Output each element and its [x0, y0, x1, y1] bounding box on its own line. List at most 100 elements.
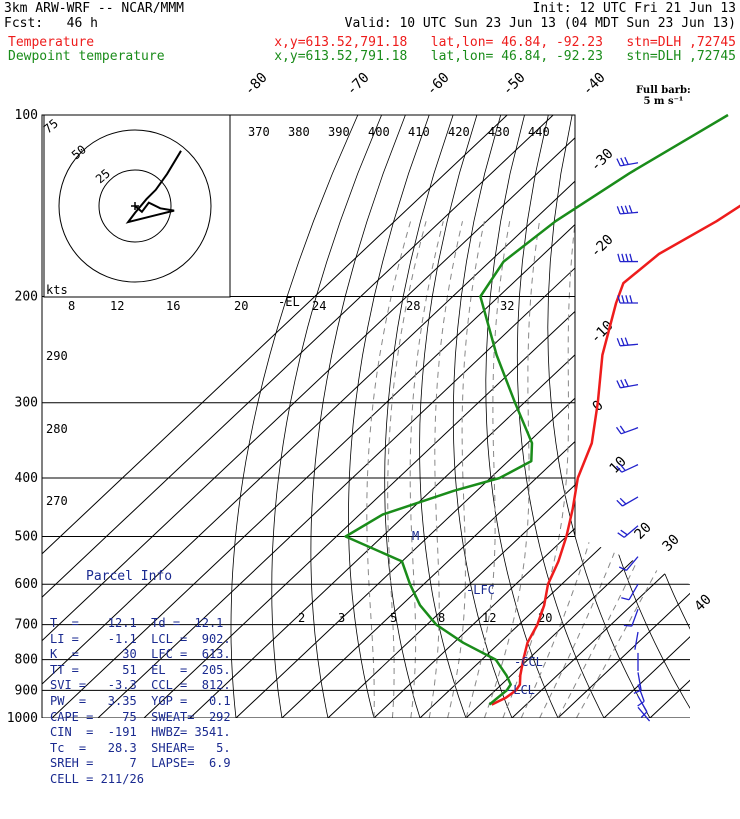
dry-adiabat	[231, 115, 358, 718]
height-label: 270	[46, 494, 68, 508]
moist-adiabat	[576, 221, 740, 718]
pressure-label: 1000	[7, 711, 38, 726]
pressure-label: 700	[15, 618, 38, 633]
pressure-label: 400	[15, 471, 38, 486]
isotherm-label: 40	[692, 592, 715, 615]
wind-barb	[618, 295, 638, 303]
isotherm-label: -30	[588, 146, 617, 175]
theta-e-label: 16	[166, 299, 180, 313]
theta-label: 440	[528, 125, 550, 139]
isotherm-label: -50	[500, 70, 529, 99]
height-label: 290	[46, 349, 68, 363]
isotherm-line	[374, 115, 740, 718]
dry-adiabat	[688, 115, 740, 718]
isotherm-line	[558, 115, 740, 718]
wind-barb	[638, 696, 647, 717]
dry-adiabat	[385, 115, 453, 718]
dry-adiabat	[713, 115, 740, 718]
pressure-label: 800	[15, 653, 38, 668]
theta-label: 380	[288, 125, 310, 139]
dry-adiabat	[548, 115, 650, 718]
parcel-info-title: Parcel Info	[50, 569, 250, 585]
parcel-info-row: Tc = 28.3 SHEAR= 5.	[50, 741, 250, 757]
wind-barb	[617, 338, 638, 346]
skewt-page: 3km ARW-WRF -- NCAR/MMM Fcst: 46 h Init:…	[0, 0, 740, 740]
moist-adiabat	[429, 221, 462, 718]
isotherm-label: 30	[660, 532, 683, 555]
annotation-lcl: -LCL	[506, 683, 535, 697]
theta-e-label: 32	[500, 299, 514, 313]
pressure-label: 100	[15, 108, 38, 123]
parcel-info-row: SVI = -3.3 CCL = 812.	[50, 678, 250, 694]
theta-e-label: 20	[234, 299, 248, 313]
wind-barb	[617, 379, 638, 388]
parcel-info-row: TT = 51 EL = 205.	[50, 663, 250, 679]
theta-label: 390	[328, 125, 350, 139]
dry-adiabat	[517, 115, 604, 718]
pressure-label: 200	[15, 290, 38, 305]
parcel-info-row: K = 30 LFC = 613.	[50, 647, 250, 663]
moist-adiabat	[521, 221, 618, 718]
pressure-label: 300	[15, 396, 38, 411]
isotherm-label: -60	[424, 70, 453, 99]
pressure-label: 600	[15, 577, 38, 592]
theta-e-label: 28	[406, 299, 420, 313]
wind-barb	[617, 497, 638, 506]
wind-barb	[621, 584, 638, 600]
isotherm-line	[650, 115, 740, 718]
moist-adiabat	[367, 221, 411, 718]
dry-adiabat	[634, 115, 740, 718]
moist-adiabat	[540, 221, 672, 718]
isotherm-line	[604, 115, 740, 718]
moist-adiabat	[410, 221, 443, 718]
theta-e-label: 8	[68, 299, 75, 313]
theta-label: 410	[408, 125, 430, 139]
wind-key-title: Full barb:	[636, 85, 691, 96]
parcel-info-row: CAPE = 75 SWEAT= 292	[50, 710, 250, 726]
annotation-el: -EL	[278, 295, 300, 309]
wind-barb	[618, 254, 638, 262]
mixing-ratio-label: 8	[438, 611, 445, 625]
wind-barb	[617, 157, 638, 166]
theta-label: 370	[248, 125, 270, 139]
hodograph-units: kts	[46, 283, 68, 297]
moist-adiabat	[466, 221, 510, 718]
dry-adiabat	[420, 115, 477, 718]
parcel-info-row: PW = 3.35 YGP = 0.1	[50, 694, 250, 710]
parcel-info-row: T = 12.1 Td = 12.1	[50, 616, 250, 632]
annotation-m: M	[412, 529, 419, 543]
dry-adiabat	[272, 115, 382, 718]
theta-label: 420	[448, 125, 470, 139]
theta-label: 400	[368, 125, 390, 139]
isotherm-line	[328, 115, 740, 718]
height-label: 280	[46, 422, 68, 436]
annotation-ccl: -CCL	[514, 655, 543, 669]
parcel-info-row: CELL = 211/26	[50, 772, 250, 788]
pressure-label: 900	[15, 683, 38, 698]
annotation-lfc: -LFC	[466, 583, 495, 597]
theta-label: 430	[488, 125, 510, 139]
isotherm-label: -40	[580, 70, 609, 99]
theta-e-label: 12	[110, 299, 124, 313]
dry-adiabat	[661, 115, 740, 718]
isotherm-label: -80	[242, 70, 271, 99]
mixing-ratio-label: 3	[338, 611, 345, 625]
wind-barb	[617, 426, 639, 434]
theta-e-label: 24	[312, 299, 326, 313]
isotherm-label: 20	[632, 520, 655, 543]
isotherm-line	[466, 115, 740, 718]
isotherm-label: -20	[588, 232, 617, 261]
temperature-profile	[492, 115, 740, 705]
parcel-info-row: SREH = 7 LAPSE= 6.9	[50, 756, 250, 772]
mixing-ratio-label: 5	[390, 611, 397, 625]
isotherm-label: 10	[607, 454, 630, 477]
parcel-info-row: CIN = -191 HWBZ= 3541.	[50, 725, 250, 741]
isotherm-line	[236, 115, 740, 718]
wind-barb	[635, 632, 638, 650]
dewpoint-profile	[346, 115, 728, 705]
mixing-ratio-label: 2	[298, 611, 305, 625]
parcel-info-row: LI = -1.1 LCL = 902.	[50, 632, 250, 648]
